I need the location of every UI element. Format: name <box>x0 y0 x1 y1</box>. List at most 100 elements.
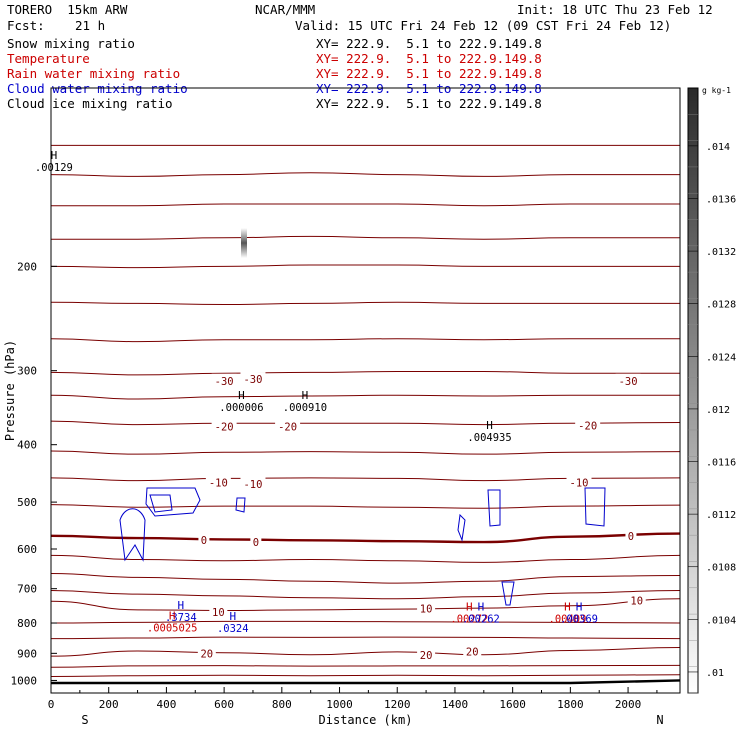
contour-label: -10 <box>209 477 228 489</box>
plot-frame <box>50 87 681 694</box>
extremum-marker: H <box>302 389 309 402</box>
contour-label: -20 <box>215 422 234 434</box>
contour-label: 20 <box>200 648 213 660</box>
colorbar-tick-label: .0116 <box>706 458 736 469</box>
cloud-water-contour <box>501 581 515 606</box>
contour-label: -30 <box>243 374 262 386</box>
y-tick-label: 400 <box>17 439 37 452</box>
isotherm-line <box>50 674 681 678</box>
extremum-marker: H <box>466 601 473 614</box>
isotherm-line <box>50 504 681 509</box>
contour-layer <box>50 144 681 685</box>
colorbar-tick-label: .0104 <box>706 615 736 626</box>
isotherm-line <box>50 371 680 376</box>
extremum-value: .00272 <box>450 614 488 626</box>
colorbar-tick-label: .0132 <box>706 247 736 258</box>
isotherm-line <box>50 647 681 657</box>
field-xy-snow: XY= 222.9. 5.1 to 222.9.149.8 <box>316 36 542 51</box>
extremum-marker: H <box>169 609 176 622</box>
isotherm-line <box>50 450 681 455</box>
x-tick-label: 200 <box>99 698 119 711</box>
extremum-marker: H <box>576 601 583 614</box>
extremum-marker: H <box>178 599 185 612</box>
x-tick-label: 1800 <box>557 698 584 711</box>
contour-label: 10 <box>212 607 225 619</box>
contour-label: 10 <box>420 603 433 615</box>
colorbar-tick-label: .0112 <box>706 510 736 521</box>
north-label: N <box>656 713 663 727</box>
contour-label: 10 <box>630 596 643 608</box>
isotherm-line <box>50 598 681 612</box>
x-tick-label: 1200 <box>384 698 411 711</box>
field-label-temperature: Temperature <box>7 51 90 66</box>
field-xy-rain: XY= 222.9. 5.1 to 222.9.149.8 <box>316 66 542 81</box>
extremum-marker: H <box>564 601 571 614</box>
extremum-marker: H <box>486 419 493 432</box>
isotherm-line <box>50 338 680 343</box>
isotherm-line <box>50 554 681 563</box>
extremum-marker: H <box>478 601 485 614</box>
x-tick-label: 1000 <box>326 698 353 711</box>
x-tick-label: 1400 <box>442 698 469 711</box>
colorbar-unit: g kg-1 <box>702 86 731 95</box>
isotherm-line <box>51 203 680 207</box>
valid-time: Valid: 15 UTC Fri 24 Feb 12 (09 CST Fri … <box>295 18 672 33</box>
isotherm-line <box>50 590 681 600</box>
contour-label-bg <box>205 475 231 488</box>
extremum-value: .000006 <box>219 402 263 414</box>
y-tick-label: 900 <box>17 647 37 660</box>
cloud-water-contour <box>149 494 173 513</box>
y-tick-label: 600 <box>17 543 37 556</box>
contour-label-bg <box>240 372 266 385</box>
isotherm-line <box>50 636 681 640</box>
extremum-value: .00129 <box>35 162 73 174</box>
y-tick-label: 200 <box>17 260 37 273</box>
isotherm-line <box>50 394 680 400</box>
contour-label: 0 <box>253 537 259 549</box>
field-label-rain: Rain water mixing ratio <box>7 66 181 81</box>
contour-label: -20 <box>278 422 297 434</box>
extremum-value: .0324 <box>217 623 249 635</box>
contour-label-bg <box>627 593 646 606</box>
y-axis-label: Pressure (hPa) <box>3 340 17 441</box>
y-tick-label: 800 <box>17 617 37 630</box>
colorbar-tick-label: .0128 <box>706 300 736 311</box>
y-tick-label: 700 <box>17 583 37 596</box>
forecast-label: Fcst: <box>7 18 45 33</box>
isotherm-line <box>50 664 681 668</box>
contour-label: 0 <box>628 531 634 543</box>
field-label-snow: Snow mixing ratio <box>7 36 135 51</box>
x-tick-label: 800 <box>272 698 292 711</box>
cloud-layer <box>119 228 606 606</box>
contour-label-bg <box>463 644 482 657</box>
x-axis-label: Distance (km) <box>319 713 413 727</box>
contour-label-bg <box>211 419 237 432</box>
extremum-value: .004935 <box>467 432 511 444</box>
forecast-value: 21 h <box>75 18 106 33</box>
contour-label: -20 <box>578 420 597 432</box>
contour-label: -10 <box>243 479 262 491</box>
contour-label: -30 <box>215 376 234 388</box>
extremum-value: .00369 <box>560 614 598 626</box>
x-tick-label: 1600 <box>499 698 526 711</box>
x-tick-label: 2000 <box>615 698 642 711</box>
cloud-water-contour <box>119 508 146 562</box>
contour-labels: -30 -30 -30 -20 -20 -20 -10 -10 -10 0 0 0 10 10 10 20 20… <box>35 149 646 662</box>
extremum-value: .000910 <box>283 402 327 414</box>
x-tick-label: 400 <box>156 698 176 711</box>
isotherm-line <box>51 235 680 240</box>
colorbar-tick-label: .0136 <box>706 194 736 205</box>
y-tick-label: 300 <box>17 365 37 378</box>
center-title: NCAR/MMM <box>255 2 316 17</box>
contour-label-bg <box>211 373 237 386</box>
contour-label: 0 <box>201 535 207 547</box>
extremum-marker: H <box>51 149 58 162</box>
contour-label-bg <box>198 532 210 545</box>
x-tick-label: 600 <box>214 698 234 711</box>
colorbar: .01 .0104 .0108 .0112 .0116 .012 .0124 .0128 .01… <box>687 86 736 694</box>
contour-label-bg <box>275 419 301 432</box>
isotherm-line <box>50 172 680 177</box>
field-xy-temperature: XY= 222.9. 5.1 to 222.9.149.8 <box>316 51 542 66</box>
isotherm-line <box>50 264 680 269</box>
isotherm-line <box>50 573 681 584</box>
